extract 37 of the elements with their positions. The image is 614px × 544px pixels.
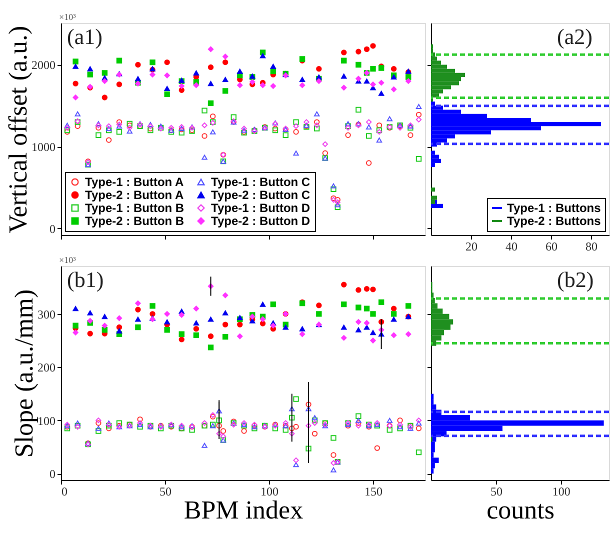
legend-label: Type-1 : Button D [211, 201, 310, 215]
y-tick-label: 2000 [32, 58, 56, 72]
x-tick-label: 0 [62, 484, 68, 498]
x-axis-title: counts [486, 496, 554, 524]
x-tick-label: 50 [160, 484, 172, 498]
legend-label: Type-2 : Button D [211, 214, 310, 228]
x-tick-label: 50 [490, 484, 502, 498]
annotation: (b1) [67, 267, 104, 292]
y-axis-title: Vertical offset (a.u.) [4, 26, 32, 234]
legend-label: Type-2 : Button A [85, 188, 184, 202]
x-tick-label: 80 [586, 240, 598, 254]
x-axis-title: BPM index [184, 496, 304, 524]
y-tick-label: 0 [50, 467, 56, 482]
annotation: (b2) [557, 267, 594, 292]
annotation: (a2) [557, 24, 592, 49]
x-tick-label: 60 [546, 240, 558, 254]
y-axis-title: Slope (a.u./mm) [10, 289, 38, 458]
y-tick-label: 200 [38, 360, 56, 375]
text: ×10³ [59, 255, 76, 265]
legend-label: Type-1 : Buttons [507, 201, 602, 215]
legend-label: Type-2 : Button B [85, 214, 184, 228]
x-tick-label: 100 [552, 484, 570, 498]
legend-label: Type-1 : Button C [211, 175, 310, 189]
x-tick-label: 20 [466, 240, 478, 254]
y-tick-label: 1000 [32, 140, 56, 154]
annotation: (a1) [67, 24, 102, 49]
y-tick-label: 0 [50, 222, 56, 236]
legend-label: Type-1 : Button B [85, 201, 184, 215]
y-tick-label: 100 [38, 414, 56, 428]
y-tick-label: 300 [38, 307, 56, 322]
x-tick-label: 40 [506, 240, 518, 254]
text: ×10³ [59, 12, 76, 22]
legend-label: Type-1 : Button A [85, 175, 184, 189]
x-tick-label: 150 [364, 484, 382, 498]
legend-label: Type-2 : Button C [211, 188, 310, 202]
legend-label: Type-2 : Buttons [507, 214, 602, 228]
x-tick-label: 100 [260, 484, 278, 498]
